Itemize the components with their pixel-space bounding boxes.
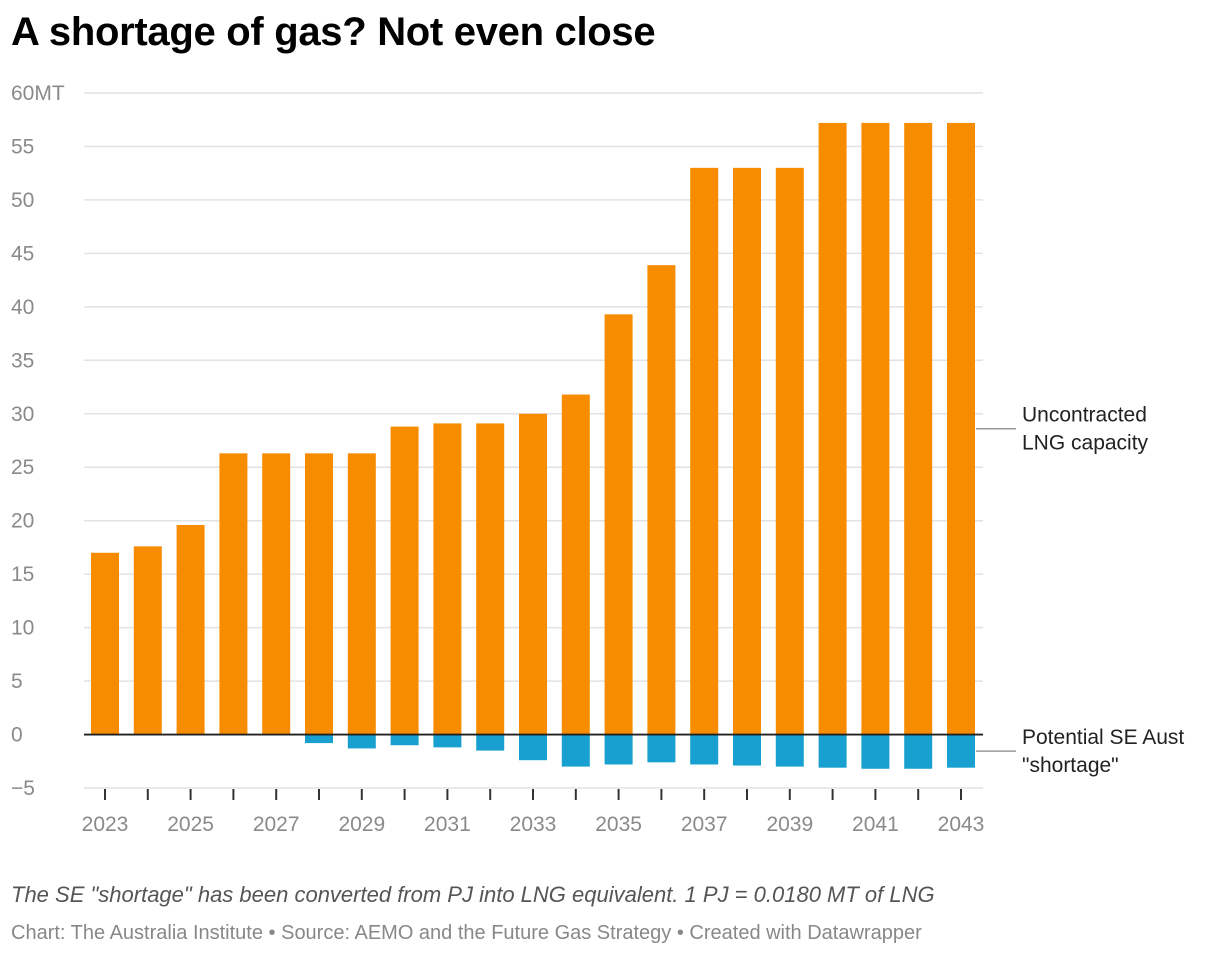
shortage-bar — [390, 734, 419, 746]
x-tick-label: 2025 — [167, 813, 214, 836]
capacity-bar — [433, 423, 462, 735]
y-tick-label: 20 — [11, 510, 34, 533]
y-tick-label: 30 — [11, 403, 34, 426]
capacity-bar — [390, 426, 419, 735]
x-tick-label: 2041 — [852, 813, 899, 836]
capacity-bar — [176, 524, 205, 735]
capacity-bar — [861, 122, 890, 735]
x-tick-label: 2039 — [766, 813, 813, 836]
shortage-bar — [775, 734, 804, 767]
y-tick-label: 45 — [11, 242, 34, 265]
shortage-bar — [347, 734, 376, 749]
chart-credit: Chart: The Australia Institute • Source:… — [11, 922, 922, 944]
capacity-bar — [775, 167, 804, 735]
y-tick-label: 35 — [11, 349, 34, 372]
shortage-bar — [305, 734, 333, 744]
x-tick-label: 2043 — [938, 813, 985, 836]
capacity-bar — [347, 453, 376, 735]
y-tick-label: 60MT — [11, 82, 65, 105]
capacity-bar — [561, 394, 590, 735]
y-tick-label: 25 — [11, 456, 34, 479]
capacity-bar — [604, 314, 633, 735]
capacity-bar — [262, 453, 291, 735]
capacity-bar — [219, 453, 248, 735]
shortage-bar — [947, 734, 975, 768]
shortage-bar — [733, 734, 761, 766]
capacity-bar — [904, 122, 933, 735]
series-label: "shortage" — [1022, 754, 1119, 777]
shortage-bar — [647, 734, 676, 763]
shortage-bar — [818, 734, 847, 768]
capacity-bar — [519, 413, 547, 735]
shortage-bar — [561, 734, 590, 767]
chart-title: A shortage of gas? Not even close — [11, 10, 656, 54]
capacity-bar — [818, 122, 847, 735]
capacity-bar — [91, 552, 119, 735]
series-label: Uncontracted — [1022, 404, 1147, 427]
y-tick-label: 40 — [11, 296, 34, 319]
shortage-bar — [476, 734, 505, 751]
shortage-bar — [604, 734, 633, 765]
capacity-bar — [690, 167, 719, 735]
y-tick-label: −5 — [11, 777, 35, 800]
x-tick-label: 2023 — [82, 813, 129, 836]
y-tick-label: 10 — [11, 617, 34, 640]
y-tick-label: 15 — [11, 563, 34, 586]
shortage-bar — [690, 734, 719, 765]
x-tick-label: 2035 — [595, 813, 642, 836]
shortage-bar — [861, 734, 890, 769]
y-tick-label: 50 — [11, 189, 34, 212]
chart-note: The SE "shortage" has been converted fro… — [11, 882, 935, 907]
capacity-bar — [947, 122, 975, 735]
shortage-bar — [519, 734, 547, 761]
x-tick-label: 2029 — [338, 813, 385, 836]
x-tick-label: 2037 — [681, 813, 728, 836]
y-tick-label: 55 — [11, 135, 34, 158]
shortage-bar — [904, 734, 933, 769]
x-tick-label: 2027 — [253, 813, 300, 836]
shortage-bar — [433, 734, 462, 748]
capacity-bar — [305, 453, 333, 735]
x-tick-label: 2033 — [510, 813, 557, 836]
capacity-bar — [733, 167, 761, 735]
capacity-bar — [476, 423, 505, 735]
y-tick-label: 0 — [11, 724, 23, 747]
y-tick-label: 5 — [11, 670, 23, 693]
capacity-bar — [133, 546, 162, 735]
series-label: LNG capacity — [1022, 432, 1149, 455]
x-tick-label: 2031 — [424, 813, 471, 836]
series-label: Potential SE Aust — [1022, 726, 1184, 749]
capacity-bar — [647, 265, 676, 735]
